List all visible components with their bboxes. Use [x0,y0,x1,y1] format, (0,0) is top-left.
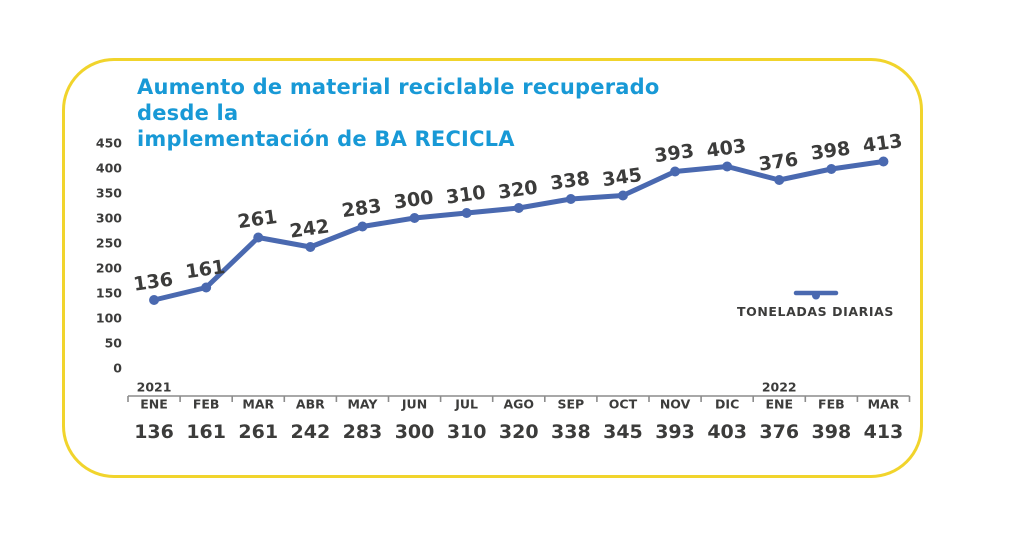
value-row-label: 320 [499,421,539,443]
data-point-label: 393 [653,140,695,167]
x-axis-month-label: FEB [818,397,845,412]
value-row-label: 283 [343,421,383,443]
x-axis-month-label: FEB [193,397,220,412]
value-row-label: 310 [447,421,487,443]
value-row-label: 161 [186,421,226,443]
x-axis-month-label: DIC [715,397,739,412]
data-point [722,161,733,172]
x-axis-month-label: ENE [765,397,793,412]
data-point [149,295,160,305]
data-point-label: 403 [705,135,747,162]
y-axis-tick-label: 0 [113,361,122,376]
data-point [409,213,420,223]
x-axis-year-label: 2022 [762,380,797,395]
value-row-label: 136 [134,421,174,443]
data-point-label: 338 [549,167,591,194]
x-axis-month-label: OCT [609,397,638,412]
data-point-label: 300 [393,186,435,213]
y-axis-tick-label: 400 [96,161,122,176]
legend-series-label: TONELADAS DIARIAS [736,304,895,319]
value-row-label: 413 [864,421,904,443]
y-axis-tick-label: 50 [105,336,123,351]
value-row-label: 376 [759,421,799,443]
data-point [357,221,368,232]
data-point [878,156,889,167]
data-point-label: 261 [236,206,278,233]
x-axis-month-label: AGO [503,397,534,412]
data-point-label: 283 [340,195,382,222]
data-point-label: 376 [757,148,799,175]
x-axis-month-label: SEP [557,397,584,412]
data-point [305,242,316,252]
data-point [201,282,212,293]
chart-title-line2: implementación de BA RECICLA [137,127,515,151]
value-row-label: 398 [812,421,852,443]
legend-line-marker-icon [793,290,838,300]
x-axis-month-label: ABR [296,397,325,412]
data-point [826,164,837,174]
value-row-label: 403 [707,421,747,443]
data-point [565,194,576,204]
x-axis-month-label: MAR [242,397,274,412]
y-axis-tick-label: 450 [96,136,122,151]
data-point-label: 398 [809,137,851,164]
value-row-label: 393 [655,421,695,443]
data-point [774,175,785,185]
value-row-label: 261 [238,421,278,443]
x-axis-year-label: 2021 [137,380,172,395]
data-point-label: 161 [184,256,226,283]
legend: TONELADAS DIARIAS [737,288,893,319]
x-axis-month-label: MAY [347,397,378,412]
value-row-label: 300 [395,421,435,443]
chart-title: Aumento de material reciclable recuperad… [137,74,697,152]
data-point-label: 136 [132,268,174,295]
chart-card [62,58,923,478]
y-axis-tick-label: 250 [96,236,122,251]
value-row-label: 338 [551,421,591,443]
y-axis-tick-label: 100 [96,311,122,326]
y-axis-tick-label: 350 [96,186,122,201]
data-point-label: 242 [288,215,330,242]
x-axis-month-label: JUN [401,397,427,412]
x-axis-month-label: NOV [660,397,691,412]
data-point-label: 310 [445,181,487,208]
x-axis-month-label: MAR [868,397,900,412]
x-axis-month-label: ENE [140,397,168,412]
data-point [617,190,628,201]
data-point [670,166,681,177]
data-point [461,208,472,218]
data-point-label: 320 [497,176,539,203]
y-axis-tick-label: 200 [96,261,122,276]
y-axis-tick-label: 150 [96,286,122,301]
data-point-label: 413 [861,130,903,157]
data-point-label: 345 [601,164,643,191]
data-point [513,203,524,213]
data-point [253,232,264,243]
x-axis-month-label: JUL [454,397,478,412]
value-row-label: 242 [291,421,331,443]
y-axis-tick-label: 300 [96,211,122,226]
value-row-label: 345 [603,421,643,443]
chart-title-line1: Aumento de material reciclable recuperad… [137,75,660,125]
